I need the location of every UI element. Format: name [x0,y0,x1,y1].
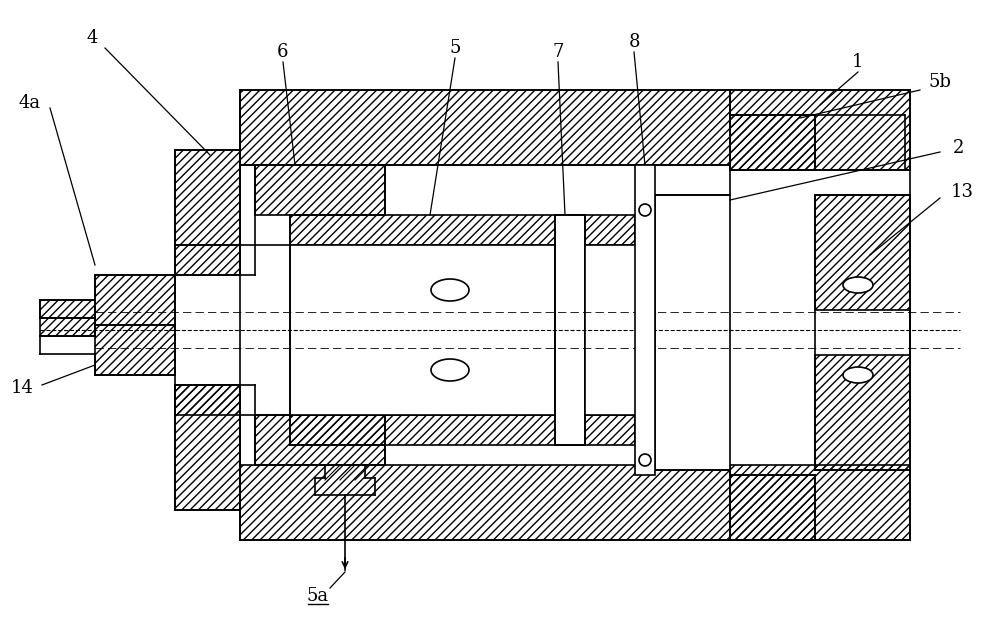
Bar [175,385,240,510]
Bar [290,245,555,415]
Bar [175,385,240,415]
Bar [815,195,910,310]
Bar [290,415,635,445]
Bar [655,195,730,470]
Bar [255,165,385,215]
Text: 6: 6 [277,43,289,61]
Bar [175,245,240,275]
Bar [815,195,910,470]
Bar [40,300,95,318]
Bar [290,215,635,245]
Bar [585,245,640,415]
Text: 8: 8 [628,33,640,51]
Text: 5a: 5a [307,587,329,605]
Bar [95,275,175,325]
Ellipse shape [431,279,469,301]
Bar [240,90,730,165]
Text: 2: 2 [952,139,964,157]
Bar [815,355,910,470]
Text: 4a: 4a [19,94,41,112]
Bar [635,165,655,475]
Ellipse shape [431,359,469,381]
Bar [555,215,585,445]
Text: 4: 4 [86,29,98,47]
Text: 7: 7 [552,43,564,61]
Bar [730,115,815,170]
Bar [95,325,175,375]
Bar [240,465,730,540]
Bar [40,318,95,336]
Bar [730,475,815,540]
Bar [175,150,240,245]
Text: 5: 5 [449,39,461,57]
Bar [255,415,385,465]
Bar [730,465,910,540]
Text: 5b: 5b [929,73,951,91]
Text: 1: 1 [852,53,864,71]
Ellipse shape [843,277,873,293]
Text: 13: 13 [950,183,974,201]
Ellipse shape [843,367,873,383]
Bar [730,90,910,170]
Text: 14: 14 [11,379,33,397]
